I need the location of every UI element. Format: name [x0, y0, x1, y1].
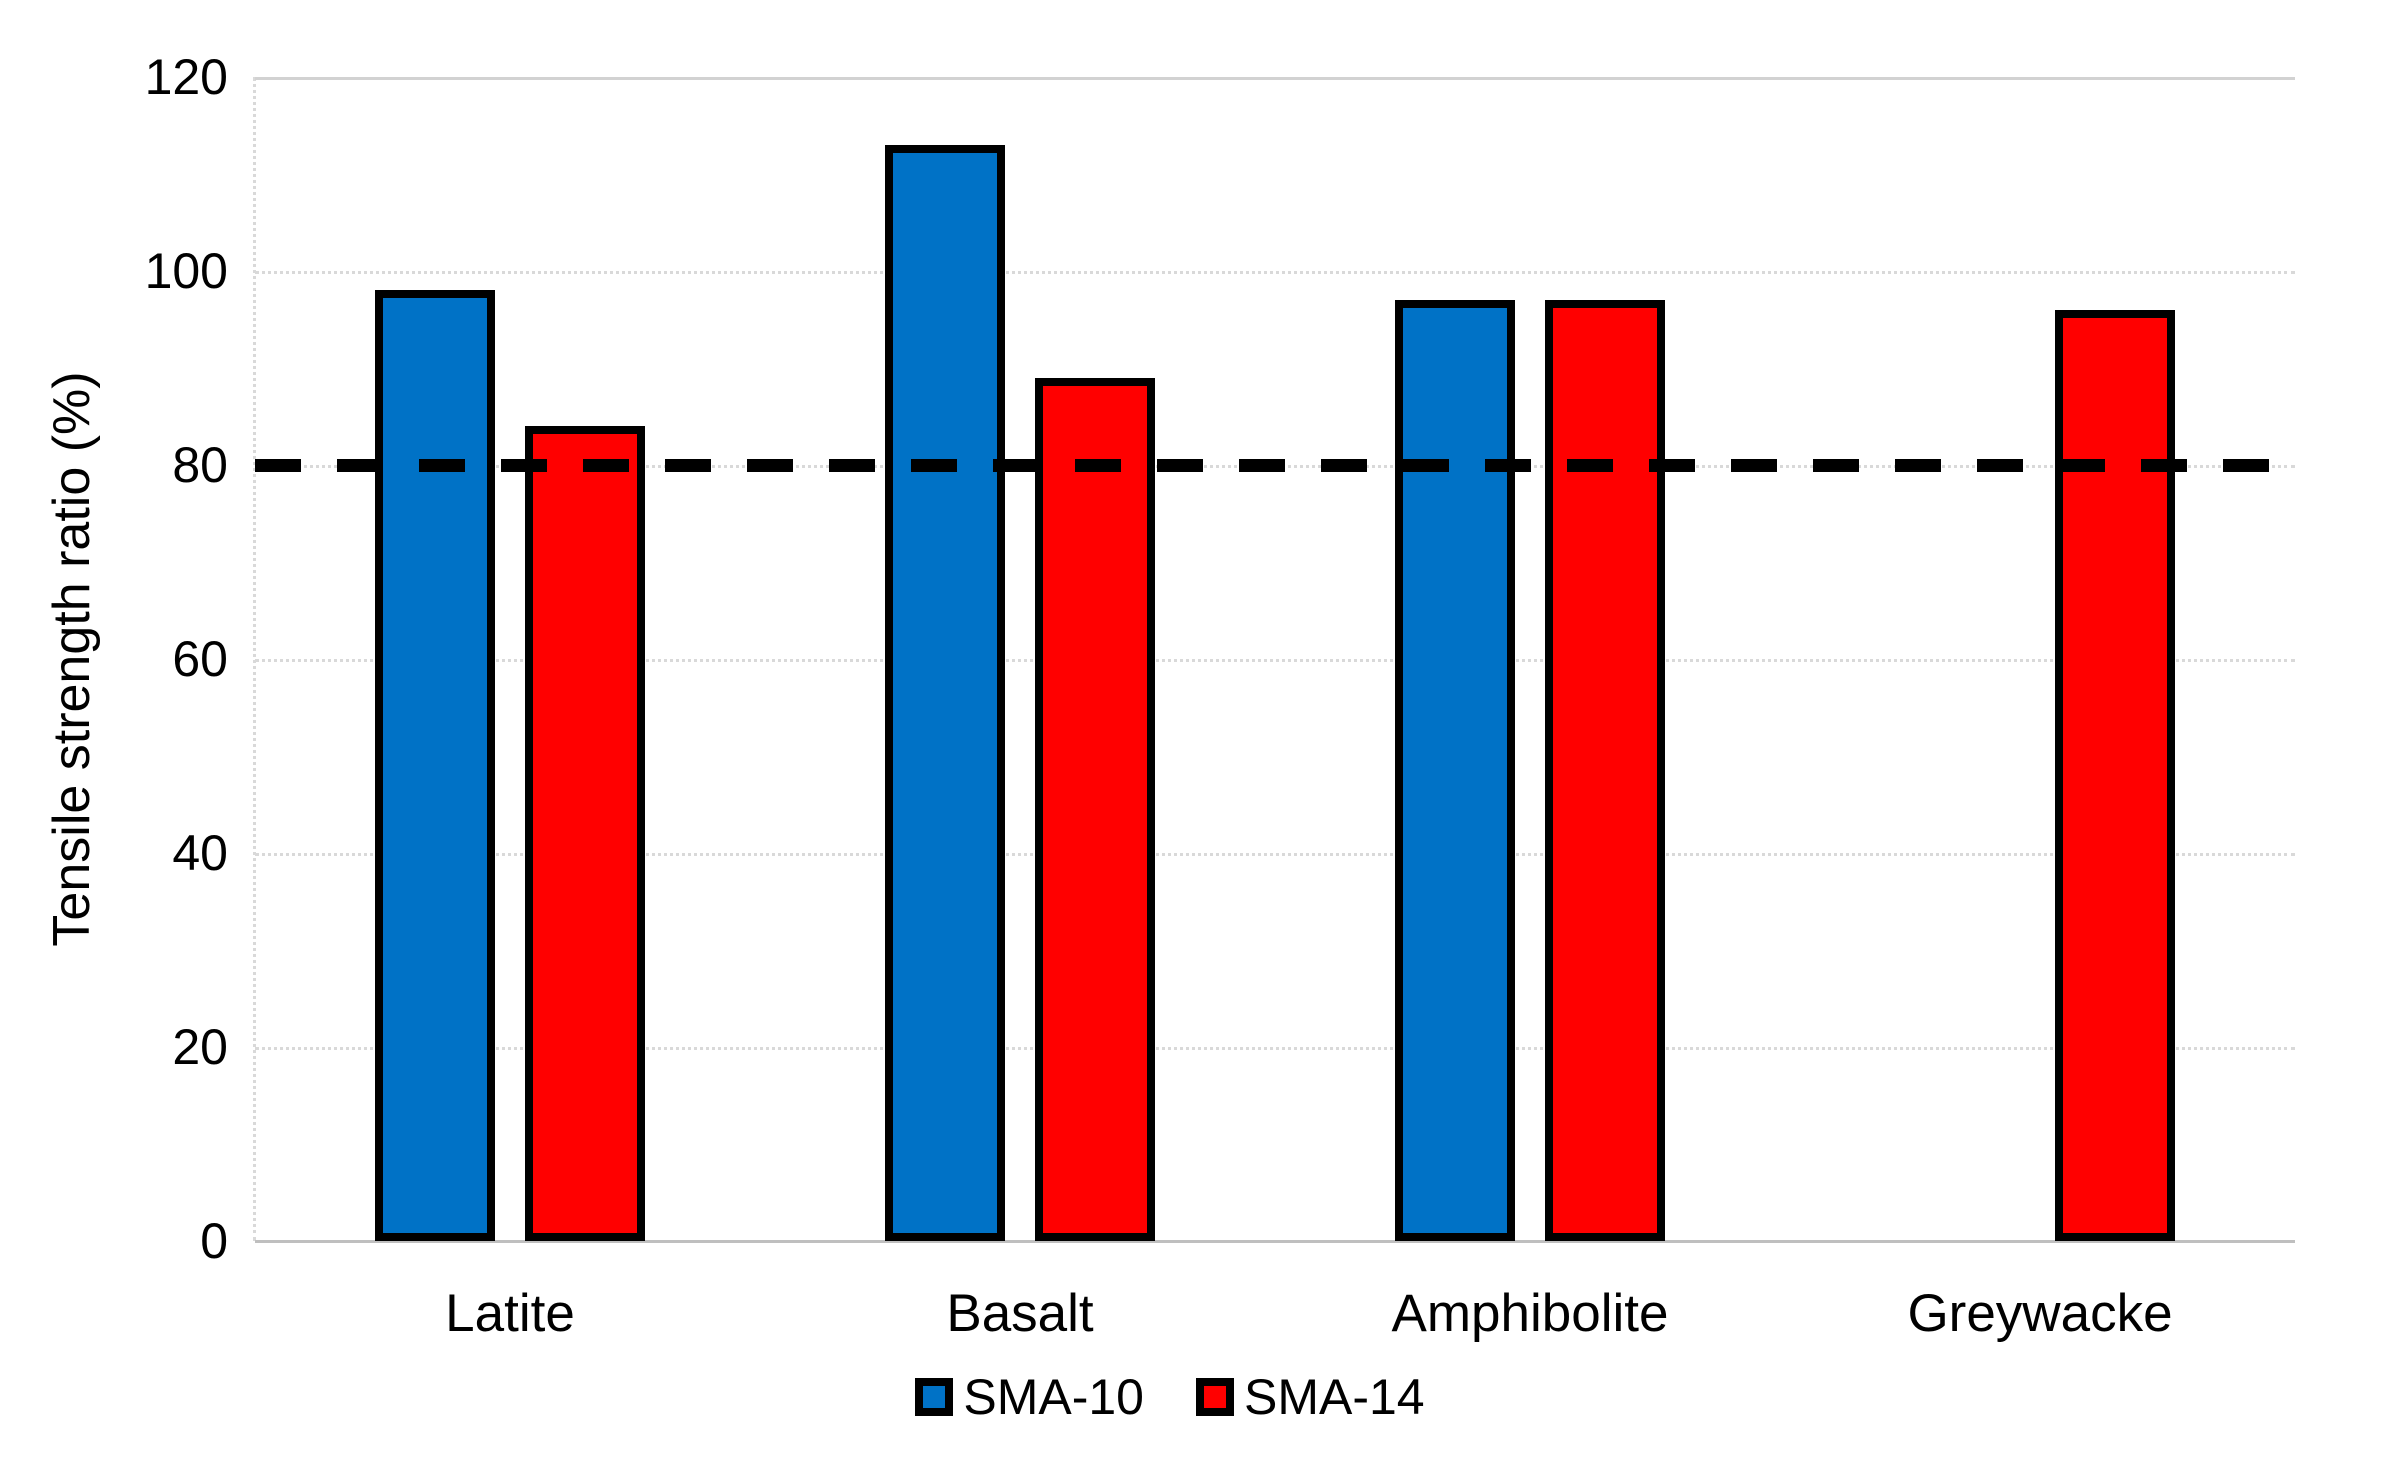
gridline-20 [255, 1047, 2295, 1050]
x-axis-label-amphibolite: Amphibolite [1391, 1284, 1669, 1343]
reference-line-80 [255, 459, 2295, 472]
legend-swatch-sma-10 [915, 1378, 954, 1416]
y-axis-line [253, 77, 256, 1241]
gridline-40 [255, 853, 2295, 856]
bar-group-amphibolite [1275, 77, 1785, 1241]
x-axis-line [255, 1240, 2295, 1243]
y-tick-label-40: 40 [172, 825, 228, 881]
gridline-120 [255, 77, 2295, 80]
bar-sma-14-amphibolite [1545, 300, 1665, 1241]
y-tick-label-60: 60 [172, 631, 228, 687]
y-tick-label-20: 20 [172, 1019, 228, 1075]
bar-sma-10-latite [375, 290, 495, 1241]
bar-sma-14-basalt [1035, 377, 1155, 1241]
legend-label-sma-14: SMA-14 [1244, 1369, 1425, 1425]
legend-swatch-sma-14 [1196, 1378, 1234, 1416]
bar-sma-10-amphibolite [1395, 300, 1515, 1241]
bar-sma-14-latite [525, 426, 645, 1241]
gridline-100 [255, 271, 2295, 274]
y-tick-label-100: 100 [144, 243, 228, 299]
legend-label-sma-10: SMA-10 [963, 1369, 1144, 1425]
bar-group-latite [255, 77, 765, 1241]
bar-sma-14-greywacke [2055, 309, 2175, 1241]
gridline-60 [255, 659, 2295, 662]
legend-item-sma-10: SMA-10 [915, 1368, 1144, 1426]
bar-sma-10-basalt [885, 144, 1005, 1241]
y-tick-label-80: 80 [172, 437, 228, 493]
bar-group-basalt [765, 77, 1275, 1241]
y-tick-label-120: 120 [144, 49, 228, 105]
y-tick-label-0: 0 [200, 1213, 228, 1269]
legend: SMA-10 SMA-14 [0, 1368, 2340, 1426]
x-axis-label-latite: Latite [445, 1284, 575, 1343]
plot-area [253, 77, 2295, 1243]
x-axis-label-greywacke: Greywacke [1907, 1284, 2173, 1343]
bar-group-greywacke [1785, 77, 2295, 1241]
x-axis-label-basalt: Basalt [946, 1284, 1094, 1343]
legend-item-sma-14: SMA-14 [1196, 1368, 1425, 1426]
